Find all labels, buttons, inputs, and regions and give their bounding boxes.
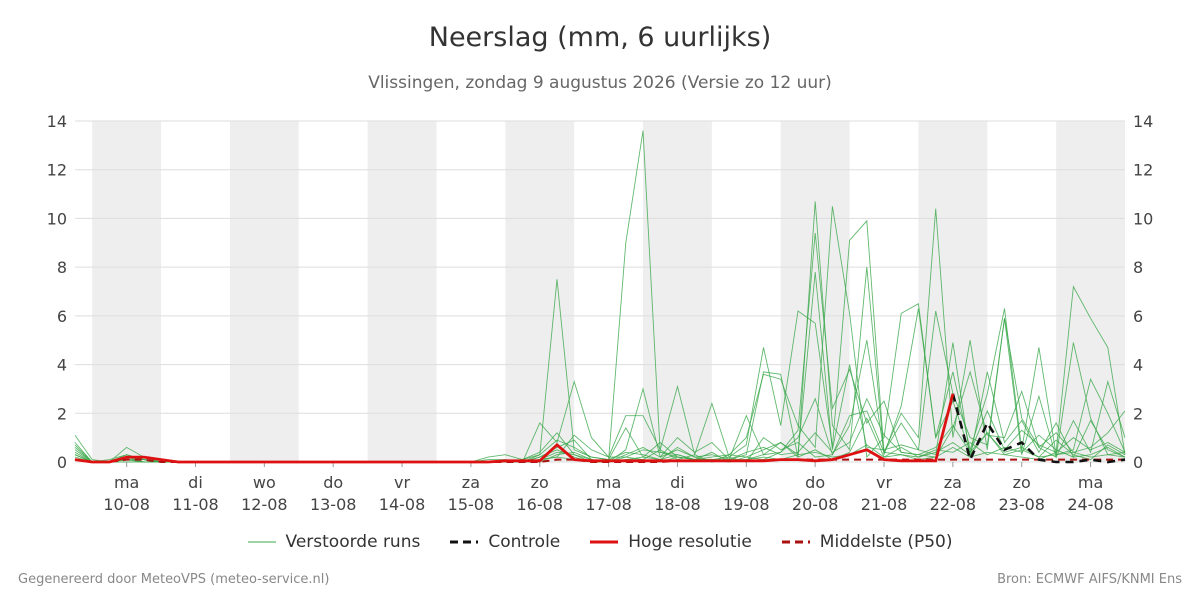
x-tick-day: vr [394,473,410,492]
x-tick-date: 19-08 [723,495,770,514]
y-tick-right-12: 12 [1133,161,1153,180]
x-tick-date: 12-08 [241,495,288,514]
control-series [951,393,1126,464]
shade-24-08 [1056,121,1125,462]
x-tick-day: wo [253,473,276,492]
x-tick-day: ma [1078,473,1103,492]
y-axis-right: 0 2 4 6 8 10 12 14 [1133,112,1153,472]
x-tick-day: ma [114,473,139,492]
x-tick-date: 18-08 [654,495,701,514]
legend-item-hires: Hoge resolutie [590,532,752,552]
chart-title: Neerslag (mm, 6 uurlijks) [428,22,772,53]
y-tick-right-2: 2 [1133,404,1143,423]
shade-14-08 [367,121,437,462]
x-tick-date: 14-08 [379,495,426,514]
shade-16-08 [505,121,575,462]
legend-item-members: Verstoorde runs [247,532,421,552]
x-tick-date: 15-08 [448,495,495,514]
y-tick-right-8: 8 [1133,258,1143,277]
x-tick-day: di [188,473,203,492]
control-line [951,393,1126,464]
x-tick-day: zo [531,473,549,492]
precipitation-chart: 0 2 4 6 8 10 12 14 0 2 4 6 8 10 12 14 ma 10-08 di 11-08 wo… [47,112,1154,514]
x-tick-date: 21-08 [861,495,908,514]
x-tick-day: za [462,473,480,492]
legend-item-median: Middelste (P50) [781,532,953,552]
y-tick-right-10: 10 [1133,209,1153,228]
y-tick-left-4: 4 [57,356,67,375]
legend-swatch-hires [590,540,619,544]
y-tick-right-4: 4 [1133,356,1143,375]
y-tick-right-6: 6 [1133,307,1143,326]
x-tick-date: 23-08 [998,495,1045,514]
shade-12-08 [229,121,299,462]
y-tick-left-10: 10 [47,209,67,228]
x-tick-day: wo [735,473,758,492]
y-tick-left-8: 8 [57,258,67,277]
hires-series [74,393,955,464]
shade-18-08 [643,121,712,462]
y-tick-right-14: 14 [1133,112,1153,131]
x-tick-date: 16-08 [517,495,564,514]
shade-22-08 [918,121,988,462]
x-axis: ma 10-08 di 11-08 wo 12-08 do 13-08 vr 14-08 za 15-… [103,462,1114,514]
legend-label-members: Verstoorde runs [285,532,421,552]
x-tick-day: vr [876,473,892,492]
legend-swatch-control [450,540,479,544]
chart-subtitle: Vlissingen, zondag 9 augustus 2026 (Vers… [368,73,832,93]
y-tick-right-0: 0 [1133,453,1143,472]
y-axis-left: 0 2 4 6 8 10 12 14 [47,112,67,472]
legend-label-hires: Hoge resolutie [628,532,752,552]
legend: Verstoorde runs Controle Hoge resolutie Mid… [0,529,1200,555]
x-tick-date: 13-08 [310,495,357,514]
x-tick-day: ma [596,473,621,492]
weekday-shading [92,121,1125,462]
legend-swatch-median [781,540,810,544]
x-tick-day: zo [1013,473,1031,492]
shade-10-08 [92,121,162,462]
legend-label-median: Middelste (P50) [819,532,953,552]
x-tick-date: 17-08 [585,495,632,514]
footer-generator: Gegenereerd door MeteoVPS (meteo-service… [18,572,330,587]
x-tick-date: 20-08 [792,495,839,514]
legend-swatch-members [247,541,276,543]
x-tick-date: 10-08 [103,495,150,514]
x-tick-day: di [670,473,685,492]
x-tick-day: do [323,473,343,492]
y-tick-left-2: 2 [57,404,67,423]
legend-item-control: Controle [450,532,560,552]
x-tick-day: za [944,473,962,492]
y-tick-left-0: 0 [57,453,67,472]
y-tick-left-6: 6 [57,307,67,326]
x-tick-date: 22-08 [930,495,977,514]
x-tick-day: do [805,473,825,492]
x-tick-date: 24-08 [1067,495,1114,514]
legend-label-control: Controle [488,532,561,552]
footer-source: Bron: ECMWF AIFS/KNMI Ens [997,572,1182,587]
y-tick-left-12: 12 [47,161,67,180]
x-tick-date: 11-08 [172,495,219,514]
y-tick-left-14: 14 [47,112,67,131]
shade-20-08 [780,121,850,462]
hires-line [74,393,955,464]
